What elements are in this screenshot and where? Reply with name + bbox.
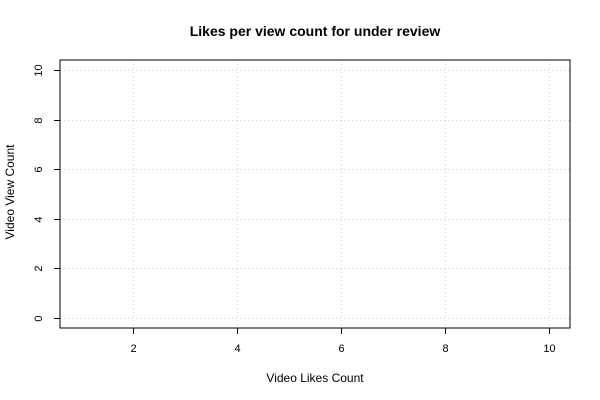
y-tick-label-0: 0	[33, 315, 45, 321]
x-tick-label-8: 8	[442, 343, 448, 355]
plot-frame	[59, 59, 571, 329]
y-axis-label: Video View Count	[3, 144, 17, 240]
x-axis: 2 4 6 8 10	[130, 328, 556, 355]
x-tick-label-4: 4	[234, 343, 240, 355]
grid	[60, 60, 570, 328]
chart-title: Likes per view count for under review	[190, 23, 441, 39]
x-tick-label-2: 2	[130, 343, 136, 355]
y-tick-label-8: 8	[33, 117, 45, 123]
y-tick-label-2: 2	[33, 265, 45, 271]
y-tick-label-6: 6	[33, 166, 45, 172]
y-tick-label-4: 4	[33, 216, 45, 222]
y-axis: 0 2 4 6 8 10	[33, 64, 60, 322]
x-tick-label-10: 10	[543, 343, 555, 355]
x-tick-label-6: 6	[338, 343, 344, 355]
y-tick-label-10: 10	[33, 64, 45, 76]
x-axis-label: Video Likes Count	[266, 371, 364, 385]
